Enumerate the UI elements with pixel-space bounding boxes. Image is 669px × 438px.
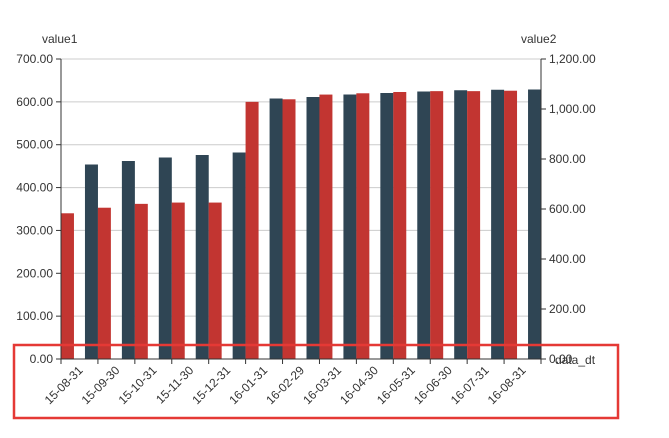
bar-value1[interactable] (171, 202, 185, 359)
x-tick-label: 15-12-31 (189, 363, 233, 407)
y-left-tick-label: 700.00 (16, 52, 53, 66)
bar-value2[interactable] (454, 90, 468, 359)
x-tick-label: 16-04-30 (337, 363, 381, 407)
bar-value1[interactable] (134, 203, 148, 359)
x-tick-label: 16-01-31 (226, 363, 270, 407)
bar-value1[interactable] (467, 91, 481, 360)
bar-value1[interactable] (430, 91, 444, 360)
bar-value2[interactable] (269, 98, 283, 360)
x-tick-label: 16-08-31 (485, 363, 529, 407)
y-right-tick-label: 0.00 (549, 352, 573, 366)
x-tick-label: 15-08-31 (42, 363, 86, 407)
y-left-tick-label: 300.00 (16, 223, 53, 237)
y-left-tick-label: 0.00 (30, 352, 54, 366)
x-tick-label: 16-07-31 (448, 363, 492, 407)
bar-value1[interactable] (282, 99, 296, 360)
x-tick-label: 16-03-31 (300, 363, 344, 407)
y-right-tick-label: 1,200.00 (549, 52, 596, 66)
y-left-tick-label: 500.00 (16, 138, 53, 152)
bar-value1[interactable] (319, 94, 333, 360)
bar-value2[interactable] (306, 97, 320, 359)
bar-value2[interactable] (528, 89, 542, 360)
bar-value2[interactable] (380, 93, 394, 359)
bar-value1[interactable] (356, 93, 370, 360)
bar-value2[interactable] (158, 157, 172, 360)
bar-value2[interactable] (84, 164, 98, 360)
y-left-axis-name: value1 (42, 32, 78, 46)
bar-value2[interactable] (491, 89, 505, 359)
x-tick-label: 15-11-30 (153, 363, 196, 406)
y-left-tick-label: 100.00 (16, 309, 53, 323)
x-tick-label: 16-02-29 (263, 363, 307, 407)
bar-value2[interactable] (417, 91, 431, 360)
x-tick-label: 15-10-31 (116, 363, 160, 407)
bar-value1[interactable] (60, 213, 74, 359)
y-right-tick-label: 800.00 (549, 152, 586, 166)
y-right-tick-label: 1,000.00 (549, 102, 596, 116)
y-left-tick-label: 200.00 (16, 266, 53, 280)
highlight-box (12, 343, 620, 420)
x-axis-name: data_dt (555, 353, 596, 367)
y-right-tick-label: 200.00 (549, 302, 586, 316)
bar-value1[interactable] (97, 207, 111, 359)
x-tick-label: 16-06-30 (411, 363, 455, 407)
bar-value1[interactable] (245, 101, 259, 359)
x-tick-label: 16-05-31 (374, 363, 418, 407)
y-right-tick-label: 400.00 (549, 252, 586, 266)
y-left-tick-label: 400.00 (16, 181, 53, 195)
bar-value1[interactable] (208, 202, 222, 359)
bar-value2[interactable] (232, 152, 246, 360)
y-right-tick-label: 600.00 (549, 202, 586, 216)
bar-layer (60, 89, 542, 360)
y-left-tick-label: 600.00 (16, 95, 53, 109)
bar-value1[interactable] (504, 90, 518, 359)
bar-value2[interactable] (343, 94, 357, 360)
bar-value1[interactable] (393, 92, 407, 359)
bar-value2[interactable] (195, 155, 209, 359)
bar-value2[interactable] (121, 161, 135, 359)
x-tick-label: 15-09-30 (79, 363, 123, 407)
y-right-axis-name: value2 (521, 32, 557, 46)
